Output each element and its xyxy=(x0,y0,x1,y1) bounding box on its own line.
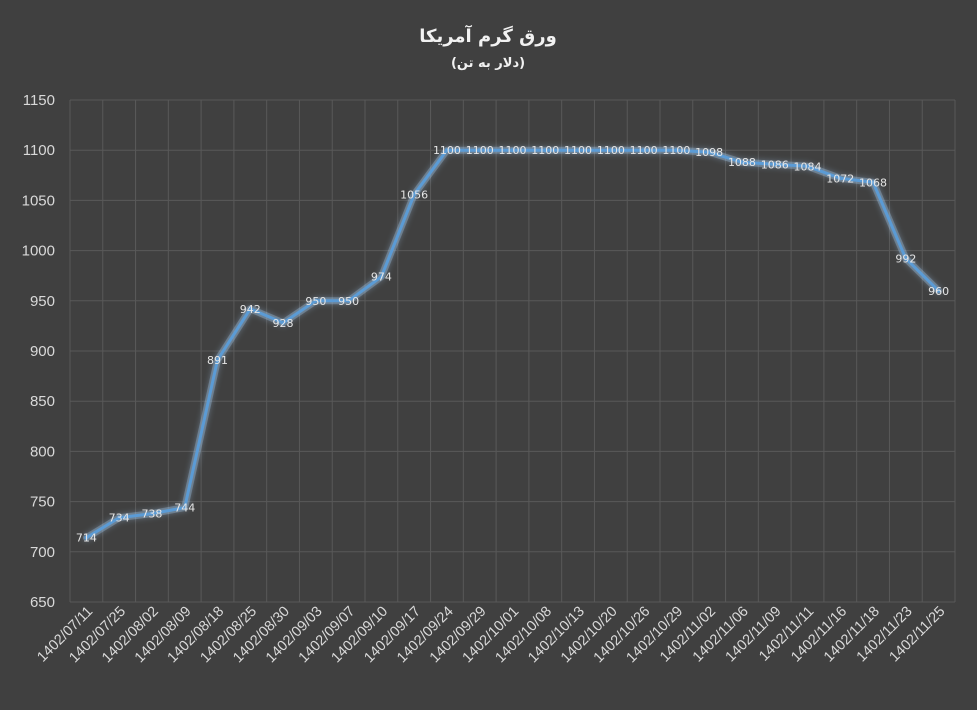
data-label: 974 xyxy=(371,271,392,284)
data-point xyxy=(936,288,941,293)
data-point xyxy=(412,192,417,197)
y-tick-label: 800 xyxy=(30,443,55,460)
y-tick-label: 750 xyxy=(30,494,55,511)
y-tick-label: 1100 xyxy=(23,142,55,159)
data-point xyxy=(182,505,187,510)
data-point xyxy=(608,148,613,153)
data-label: 1056 xyxy=(400,188,428,201)
data-point xyxy=(346,298,351,303)
data-point xyxy=(805,164,810,169)
data-label: 1100 xyxy=(531,144,559,157)
chart-title: ورق گرم آمریکا xyxy=(419,24,557,47)
data-point xyxy=(543,148,548,153)
chart-subtitle: (دلار به تن) xyxy=(451,56,525,71)
data-point xyxy=(772,162,777,167)
series-line-group xyxy=(82,146,943,542)
data-label: 1100 xyxy=(630,144,658,157)
series-line-glow xyxy=(82,146,943,542)
data-labels: 714 734 738 744 891 942 928 950 950 974 1056 1100 11… xyxy=(76,144,949,545)
data-label: 960 xyxy=(928,285,949,298)
y-tick-label: 650 xyxy=(30,594,55,611)
y-tick-label: 1000 xyxy=(22,243,55,260)
data-label: 942 xyxy=(240,303,261,316)
data-label: 928 xyxy=(273,317,294,330)
y-tick-label: 1050 xyxy=(22,192,55,209)
y-tick-label: 1150 xyxy=(23,92,55,109)
data-point xyxy=(379,274,384,279)
data-point xyxy=(707,150,712,155)
data-label: 734 xyxy=(109,512,130,525)
y-tick-label: 850 xyxy=(30,393,55,410)
data-point xyxy=(215,358,220,363)
data-label: 1100 xyxy=(564,144,592,157)
data-point xyxy=(903,256,908,261)
data-point xyxy=(576,148,581,153)
data-point xyxy=(281,320,286,325)
data-label: 1084 xyxy=(794,160,822,173)
y-tick-label: 900 xyxy=(30,343,55,360)
data-label: 891 xyxy=(207,354,228,367)
data-point xyxy=(313,298,318,303)
data-point xyxy=(871,180,876,185)
data-point xyxy=(641,148,646,153)
y-axis-ticks: 650 700 750 800 850 900 950 1000 1050 1100 1150 xyxy=(22,92,55,611)
data-label: 950 xyxy=(305,295,326,308)
data-point xyxy=(117,515,122,520)
x-axis-ticks: 1402/07/111402/07/251402/08/021402/08/09… xyxy=(34,604,948,667)
data-point xyxy=(248,306,253,311)
data-point xyxy=(477,148,482,153)
data-label: 1072 xyxy=(826,172,854,185)
data-point xyxy=(149,511,154,516)
data-point xyxy=(739,160,744,165)
data-label: 1100 xyxy=(466,144,494,157)
data-point xyxy=(84,535,89,540)
y-tick-label: 950 xyxy=(30,293,55,310)
data-label: 992 xyxy=(895,253,916,266)
data-label: 738 xyxy=(141,508,162,521)
data-label: 1098 xyxy=(695,146,723,159)
data-label: 1100 xyxy=(662,144,690,157)
data-label: 714 xyxy=(76,532,97,545)
data-label: 1100 xyxy=(597,144,625,157)
data-point xyxy=(674,148,679,153)
data-label: 744 xyxy=(174,502,195,515)
data-label: 1086 xyxy=(761,158,789,171)
data-point xyxy=(838,176,843,181)
data-label: 1068 xyxy=(859,176,887,189)
data-label: 1100 xyxy=(433,144,461,157)
data-point xyxy=(510,148,515,153)
y-tick-label: 700 xyxy=(30,544,55,561)
data-label: 950 xyxy=(338,295,359,308)
data-point xyxy=(444,148,449,153)
data-label: 1088 xyxy=(728,156,756,169)
series-line xyxy=(84,148,941,540)
data-label: 1100 xyxy=(499,144,527,157)
